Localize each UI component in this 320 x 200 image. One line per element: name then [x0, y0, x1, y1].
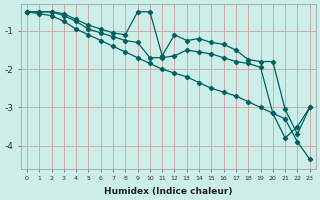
X-axis label: Humidex (Indice chaleur): Humidex (Indice chaleur)	[104, 187, 233, 196]
